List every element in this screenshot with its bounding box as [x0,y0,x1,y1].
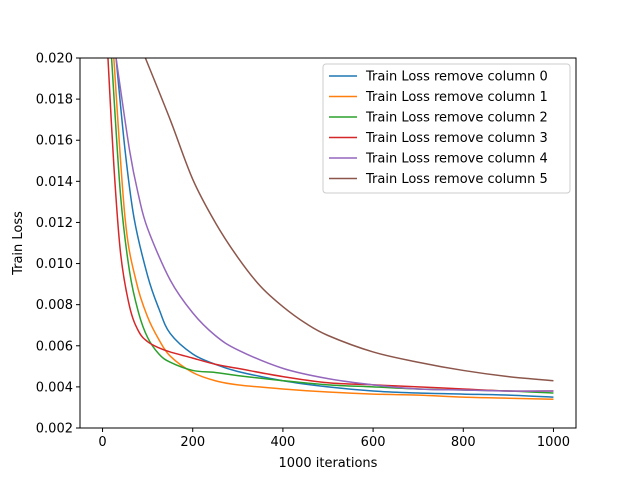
series-line-0 [115,58,554,398]
legend-label: Train Loss remove column 4 [365,152,548,167]
x-tick-label: 800 [451,435,476,450]
plot-lines [107,58,554,400]
y-axis-label: Train Loss [11,211,26,276]
legend: Train Loss remove column 0 Train Loss rem… [322,63,571,194]
x-tick-label: 200 [180,435,205,450]
series-line-3 [107,58,554,392]
x-tick-label: 600 [361,435,386,450]
y-tick-label: 0.012 [36,216,73,231]
x-tick-label: 400 [270,435,295,450]
plot-frame [79,57,577,429]
y-tick-label: 0.018 [36,93,73,108]
series-line-1 [113,58,554,400]
y-tick-label: 0.002 [36,422,73,437]
series-line-4 [115,58,554,392]
legend-label: Train Loss remove column 0 [365,70,548,85]
legend-box [322,63,571,194]
legend-label: Train Loss remove column 5 [365,172,548,187]
y-tick-label: 0.006 [36,339,73,354]
x-axis: 0 200 400 600 800 1000 [98,428,570,450]
y-axis: 0.002 0.004 0.006 0.008 0.010 0.012 0.014 0.016… [36,52,80,437]
legend-label: Train Loss remove column 1 [365,90,548,105]
x-tick-label: 1000 [537,435,570,450]
series-line-5 [144,58,554,382]
y-tick-label: 0.004 [36,380,73,395]
y-tick-label: 0.016 [36,134,73,149]
y-tick-label: 0.020 [36,52,73,67]
legend-label: Train Loss remove column 2 [365,111,548,126]
x-tick-label: 0 [98,435,106,450]
legend-label: Train Loss remove column 3 [365,131,548,146]
y-tick-label: 0.014 [36,175,73,190]
x-axis-label: 1000 iterations [279,456,378,471]
y-tick-label: 0.008 [36,298,73,313]
y-tick-label: 0.010 [36,257,73,272]
